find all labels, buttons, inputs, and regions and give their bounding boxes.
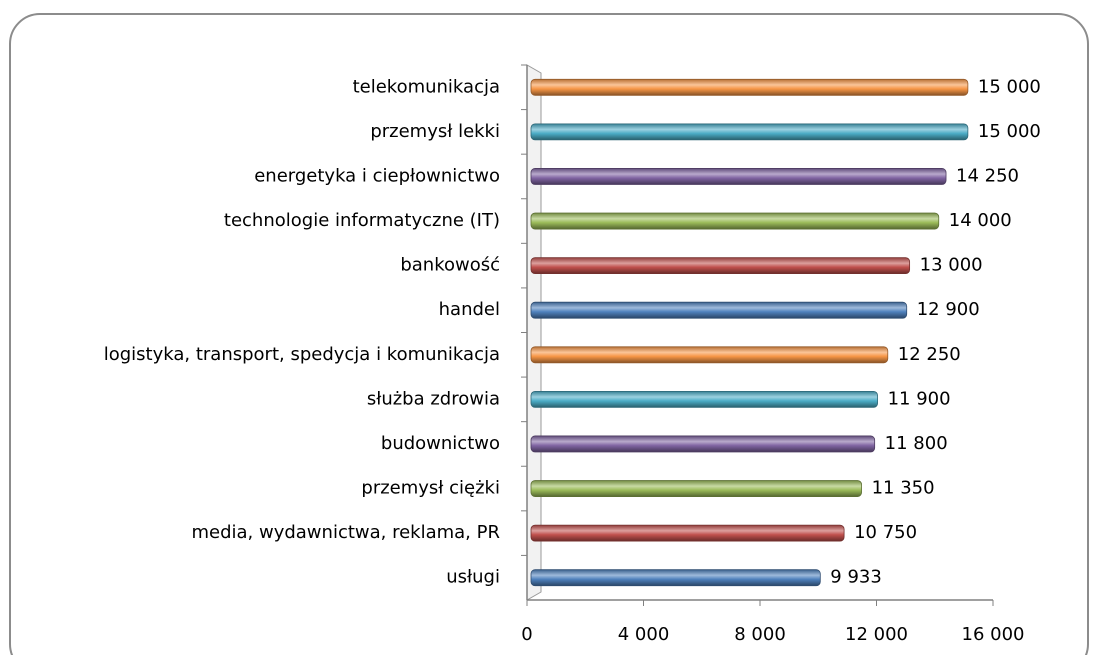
value-label: 14 000 <box>949 210 1012 231</box>
value-label: 12 250 <box>898 344 961 365</box>
x-tick-label: 12 000 <box>845 624 908 645</box>
bar <box>530 435 876 453</box>
bar <box>530 480 862 497</box>
y-tick-label: telekomunikacja <box>353 76 500 97</box>
y-tick-label: bankowość <box>400 255 500 276</box>
value-label: 11 350 <box>872 478 935 499</box>
bar <box>530 212 940 230</box>
bar <box>530 346 889 364</box>
value-label: 15 000 <box>978 121 1041 142</box>
x-tick-label: 8 000 <box>734 624 786 645</box>
value-label: 11 800 <box>885 433 948 454</box>
value-label: 15 000 <box>978 76 1041 97</box>
value-label: 10 750 <box>854 522 917 543</box>
bar <box>530 301 908 319</box>
y-tick-label: media, wydawnictwa, reklama, PR <box>191 522 500 543</box>
value-label: 14 250 <box>956 165 1019 186</box>
chart-frame <box>9 13 1089 655</box>
bar <box>530 257 911 275</box>
bar <box>530 168 947 185</box>
x-tick-label: 4 000 <box>618 624 670 645</box>
value-label: 13 000 <box>920 255 983 276</box>
y-tick-label: budownictwo <box>381 433 500 454</box>
value-label: 12 900 <box>917 299 980 320</box>
y-tick-label: technologie informatyczne (IT) <box>224 210 500 231</box>
bar <box>530 569 821 587</box>
x-tick-label: 16 000 <box>962 624 1025 645</box>
y-tick-label: przemysł ciężki <box>361 478 500 499</box>
value-label: 9 933 <box>830 567 882 588</box>
y-tick-label: służba zdrowia <box>367 388 500 409</box>
x-tick-label: 0 <box>521 624 532 645</box>
axis-wall <box>526 64 542 601</box>
y-tick-label: energetyka i ciepłownictwo <box>254 165 500 186</box>
y-tick-label: usługi <box>446 567 500 588</box>
bar <box>530 78 969 96</box>
y-tick-label: logistyka, transport, spedycja i komunik… <box>104 344 500 365</box>
y-tick-label: handel <box>439 299 500 320</box>
bar <box>530 123 969 141</box>
value-label: 11 900 <box>888 388 951 409</box>
y-tick-label: przemysł lekki <box>370 121 500 142</box>
bar <box>530 524 845 542</box>
bar <box>530 390 878 408</box>
